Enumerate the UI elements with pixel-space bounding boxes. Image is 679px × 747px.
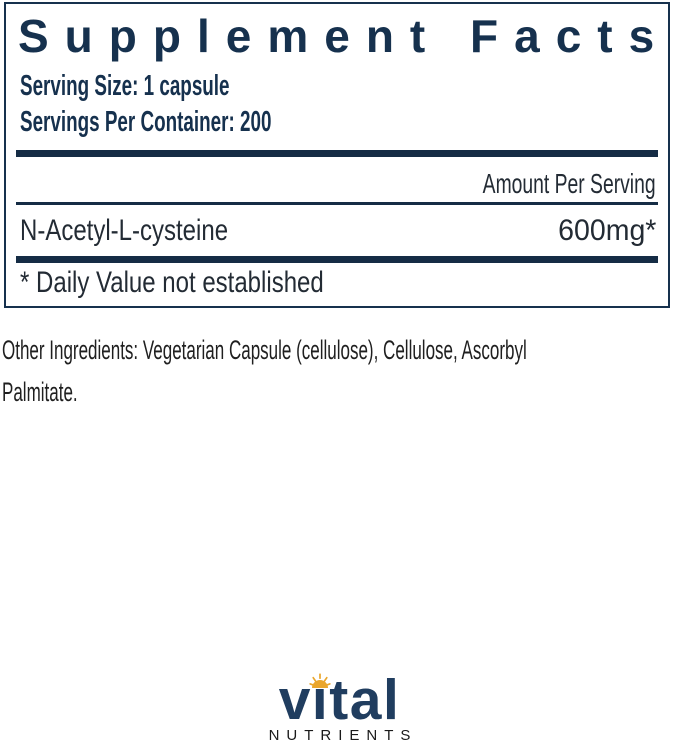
- panel-title: Supplement Facts: [18, 10, 671, 62]
- amount-per-serving-text: Amount Per Serving: [483, 168, 656, 199]
- servings-per-container-line: Servings Per Container: 200: [20, 108, 656, 137]
- thick-divider-bottom: [16, 256, 658, 263]
- thin-divider: [16, 202, 658, 205]
- other-ingredients-text: Other Ingredients: Vegetarian Capsule (c…: [2, 335, 527, 407]
- ingredient-name: N-Acetyl-L-cysteine: [20, 214, 229, 247]
- ingredient-amount: 600mg*: [557, 214, 656, 247]
- daily-value-footnote: * Daily Value not established: [20, 268, 656, 298]
- amount-per-serving-header: Amount Per Serving: [20, 170, 656, 198]
- thick-divider-top: [16, 150, 658, 157]
- serving-size-line: Serving Size: 1 capsule: [20, 72, 656, 101]
- servings-per-container-text: Servings Per Container: 200: [20, 106, 272, 138]
- serving-size-text: Serving Size: 1 capsule: [20, 70, 230, 102]
- brand-tagline: NUTRIENTS: [268, 727, 418, 744]
- sun-icon: [309, 673, 331, 689]
- ingredient-row: N-Acetyl-L-cysteine 600mg*: [20, 216, 656, 246]
- supplement-facts-panel: Supplement Facts Serving Size: 1 capsule…: [4, 2, 670, 308]
- daily-value-footnote-text: * Daily Value not established: [20, 266, 324, 299]
- brand-wordmark: vital: [278, 668, 401, 732]
